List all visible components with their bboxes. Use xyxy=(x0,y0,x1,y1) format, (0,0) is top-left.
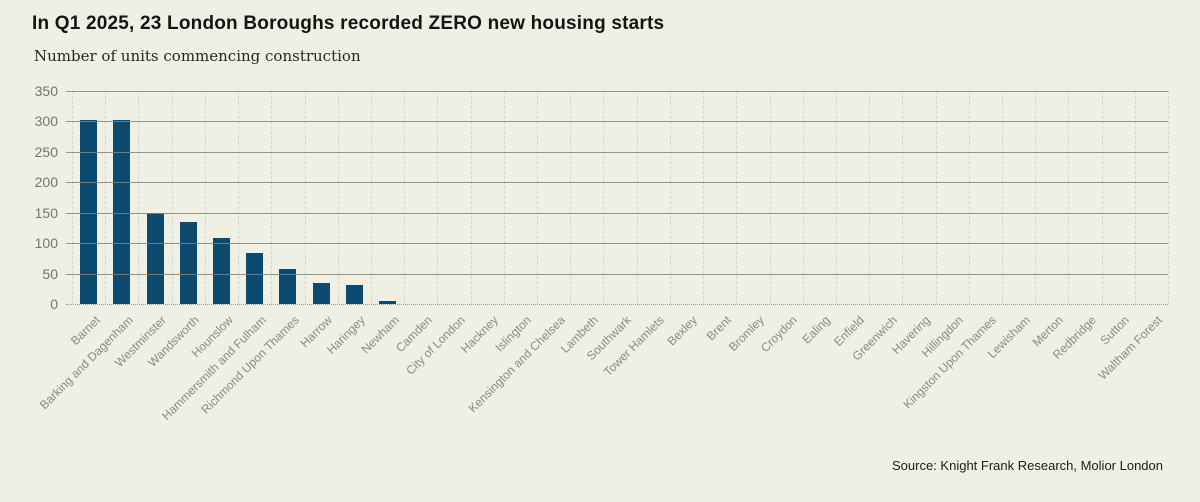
gridline-50 xyxy=(66,274,1168,275)
category-separator-line xyxy=(902,91,904,304)
category-separator-line xyxy=(736,91,738,304)
gridline-0 xyxy=(66,304,1168,305)
chart-title: In Q1 2025, 23 London Boroughs recorded … xyxy=(32,13,665,34)
category-separator-line xyxy=(769,91,771,304)
y-axis-tick-label: 250 xyxy=(34,144,58,160)
bar-westminster xyxy=(146,213,164,304)
category-separator-line xyxy=(204,91,206,304)
y-axis-tick-label: 300 xyxy=(34,113,58,129)
category-separator-line xyxy=(171,91,173,304)
bar-harrow xyxy=(312,283,330,304)
category-separator-line xyxy=(304,91,306,304)
category-separator-line xyxy=(437,91,439,304)
category-separator-line xyxy=(503,91,505,304)
gridline-100 xyxy=(66,243,1168,244)
category-separator-line xyxy=(238,91,240,304)
gridline-150 xyxy=(66,213,1168,214)
category-separator-line xyxy=(1035,91,1037,304)
category-separator-line xyxy=(1001,91,1003,304)
category-separator-line xyxy=(1134,91,1136,304)
gridline-350 xyxy=(66,91,1168,92)
category-separator-line xyxy=(669,91,671,304)
category-separator-line xyxy=(703,91,704,304)
bar-hounslow xyxy=(213,238,230,304)
category-separator-line xyxy=(72,91,73,304)
category-separator-line xyxy=(603,91,605,304)
y-axis-tick-label: 200 xyxy=(34,174,58,190)
bar-haringey xyxy=(345,285,363,304)
bar-richmond-upon-thames xyxy=(279,269,297,304)
gridline-250 xyxy=(66,152,1168,153)
category-separator-line xyxy=(105,91,107,304)
category-separator-line xyxy=(370,91,372,304)
category-separator-line xyxy=(271,91,273,304)
y-axis-tick-label: 350 xyxy=(34,83,58,99)
y-axis-tick-label: 150 xyxy=(34,205,58,221)
category-separator-line xyxy=(869,91,871,304)
category-separator-line xyxy=(138,91,140,304)
bar-barking-and-dagenham xyxy=(113,120,131,304)
category-separator-line xyxy=(636,91,638,304)
category-separator-line xyxy=(537,91,538,304)
y-axis-tick-label: 0 xyxy=(50,296,58,312)
category-separator-line xyxy=(802,91,804,304)
chart-subtitle: Number of units commencing construction xyxy=(34,47,361,65)
bar-wandsworth xyxy=(179,222,197,304)
gridline-200 xyxy=(66,182,1168,183)
gridline-300 xyxy=(66,121,1168,122)
category-separator-line xyxy=(968,91,970,304)
category-separator-line xyxy=(337,91,339,304)
bar-barnet xyxy=(80,120,98,304)
category-separator-line xyxy=(1168,91,1169,304)
category-separator-line xyxy=(1101,91,1103,304)
category-separator-line xyxy=(470,91,472,304)
y-axis-tick-label: 100 xyxy=(34,235,58,251)
y-axis-tick-label: 50 xyxy=(42,266,58,282)
category-separator-line xyxy=(835,91,837,304)
source-attribution: Source: Knight Frank Research, Molior Lo… xyxy=(892,458,1163,473)
category-separator-line xyxy=(404,91,406,304)
category-separator-line xyxy=(935,91,937,304)
bar-newham xyxy=(379,301,396,304)
category-separator-line xyxy=(570,91,572,304)
category-separator-line xyxy=(1068,91,1070,304)
bar-hammersmith-and-fulham xyxy=(246,253,264,304)
